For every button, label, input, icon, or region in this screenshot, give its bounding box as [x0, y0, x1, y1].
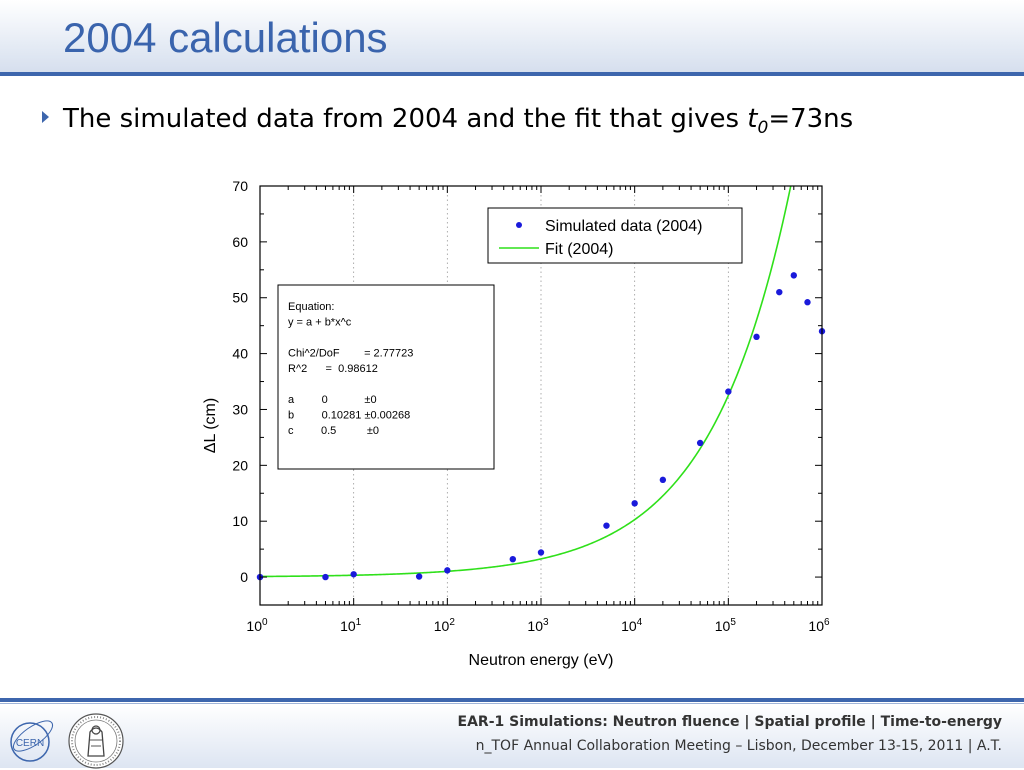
data-point [415, 573, 423, 580]
bullet-text: The simulated data from 2004 and the fit… [63, 104, 748, 134]
y-tick-label: 70 [232, 178, 248, 194]
data-point [753, 333, 760, 341]
axes-layer: 0 10 20 30 40 50 60 70 100 101 102 103 104 105 106 [232, 178, 830, 634]
equation-box-frame [277, 284, 495, 470]
y-axis-label-delta: Δ [202, 442, 219, 453]
equation-line: R^2 = 0.98612 [288, 363, 378, 375]
y-tick-label: 40 [232, 346, 248, 362]
y-tick-label: 50 [232, 290, 248, 306]
y-tick-label: 0 [240, 569, 248, 585]
data-point [537, 549, 545, 556]
data-point [776, 288, 783, 296]
footer-subtitle: n_TOF Annual Collaboration Meeting – Lis… [475, 738, 1002, 754]
y-tick-label: 30 [232, 401, 248, 417]
data-point [725, 388, 732, 395]
equation-line: Equation: [288, 301, 334, 313]
cern-logo-text: CERN [16, 738, 44, 749]
equation-box: Equation: y = a + b*x^c Chi^2/DoF = 2.7772… [277, 284, 495, 470]
x-tick-label: 104 [621, 617, 643, 634]
data-point [804, 299, 811, 306]
data-point [509, 555, 517, 563]
y-tick-label: 20 [232, 457, 248, 473]
footer-title: EAR-1 Simulations: Neutron fluence | Spa… [457, 714, 1002, 730]
legend-label-points: Simulated data (2004) [545, 218, 702, 235]
footer-divider [0, 698, 1024, 702]
equation-line: b 0.10281 ±0.00268 [288, 410, 410, 422]
equation-line: y = a + b*x^c [288, 317, 352, 329]
data-point [790, 272, 798, 279]
footer-divider-thin [0, 703, 1024, 704]
bullet-variable: t0 [747, 104, 768, 138]
cern-logo-icon: CERN [10, 720, 54, 762]
equation-lines: Equation: y = a + b*x^c Chi^2/DoF = 2.7772… [288, 301, 413, 437]
bullet-item: The simulated data from 2004 and the fit… [42, 104, 853, 138]
data-points-layer [256, 272, 826, 581]
legend-label-fit: Fit (2004) [545, 241, 613, 258]
bullet-variable-subscript: 0 [757, 118, 769, 139]
footer: CERN EAR-1 Simulations: Neutron fluence … [0, 704, 1024, 769]
bullet-variable-t: t [747, 104, 758, 134]
x-tick-label: 103 [527, 617, 549, 634]
y-axis-label: ΔL (cm) [202, 398, 219, 453]
data-point [631, 500, 638, 507]
bullet-arrow-icon [42, 111, 49, 123]
legend-box [487, 207, 743, 264]
legend-marker-points [516, 222, 522, 228]
y-tick-label: 10 [232, 513, 248, 529]
x-tick-label: 102 [434, 617, 456, 634]
title-divider [0, 72, 1024, 76]
title-bar: 2004 calculations [0, 0, 1024, 72]
y-axis-label-text: L (cm) [202, 398, 219, 443]
chart: 0 10 20 30 40 50 60 70 100 101 102 103 104 105 106 Sim… [202, 178, 830, 669]
y-tick-label: 60 [232, 234, 248, 250]
equation-line: Chi^2/DoF = 2.77723 [288, 348, 413, 360]
data-point [322, 573, 329, 581]
x-tick-label: 106 [808, 617, 830, 634]
x-axis-label: Neutron energy (eV) [469, 652, 614, 669]
data-point [350, 571, 357, 578]
page-title: 2004 calculations [63, 14, 388, 61]
data-point [696, 439, 704, 447]
data-point [659, 476, 667, 484]
data-point [603, 522, 610, 529]
x-tick-label: 105 [715, 617, 737, 634]
legend: Simulated data (2004) Fit (2004) [487, 207, 743, 264]
x-tick-label: 100 [246, 617, 268, 634]
x-tick-label: 101 [340, 617, 362, 634]
university-seal-icon [68, 713, 124, 769]
bullet-value: =73ns [768, 104, 854, 134]
equation-line: c 0.5 ±0 [288, 425, 379, 437]
equation-line: a 0 ±0 [288, 394, 377, 406]
data-point [444, 567, 451, 574]
